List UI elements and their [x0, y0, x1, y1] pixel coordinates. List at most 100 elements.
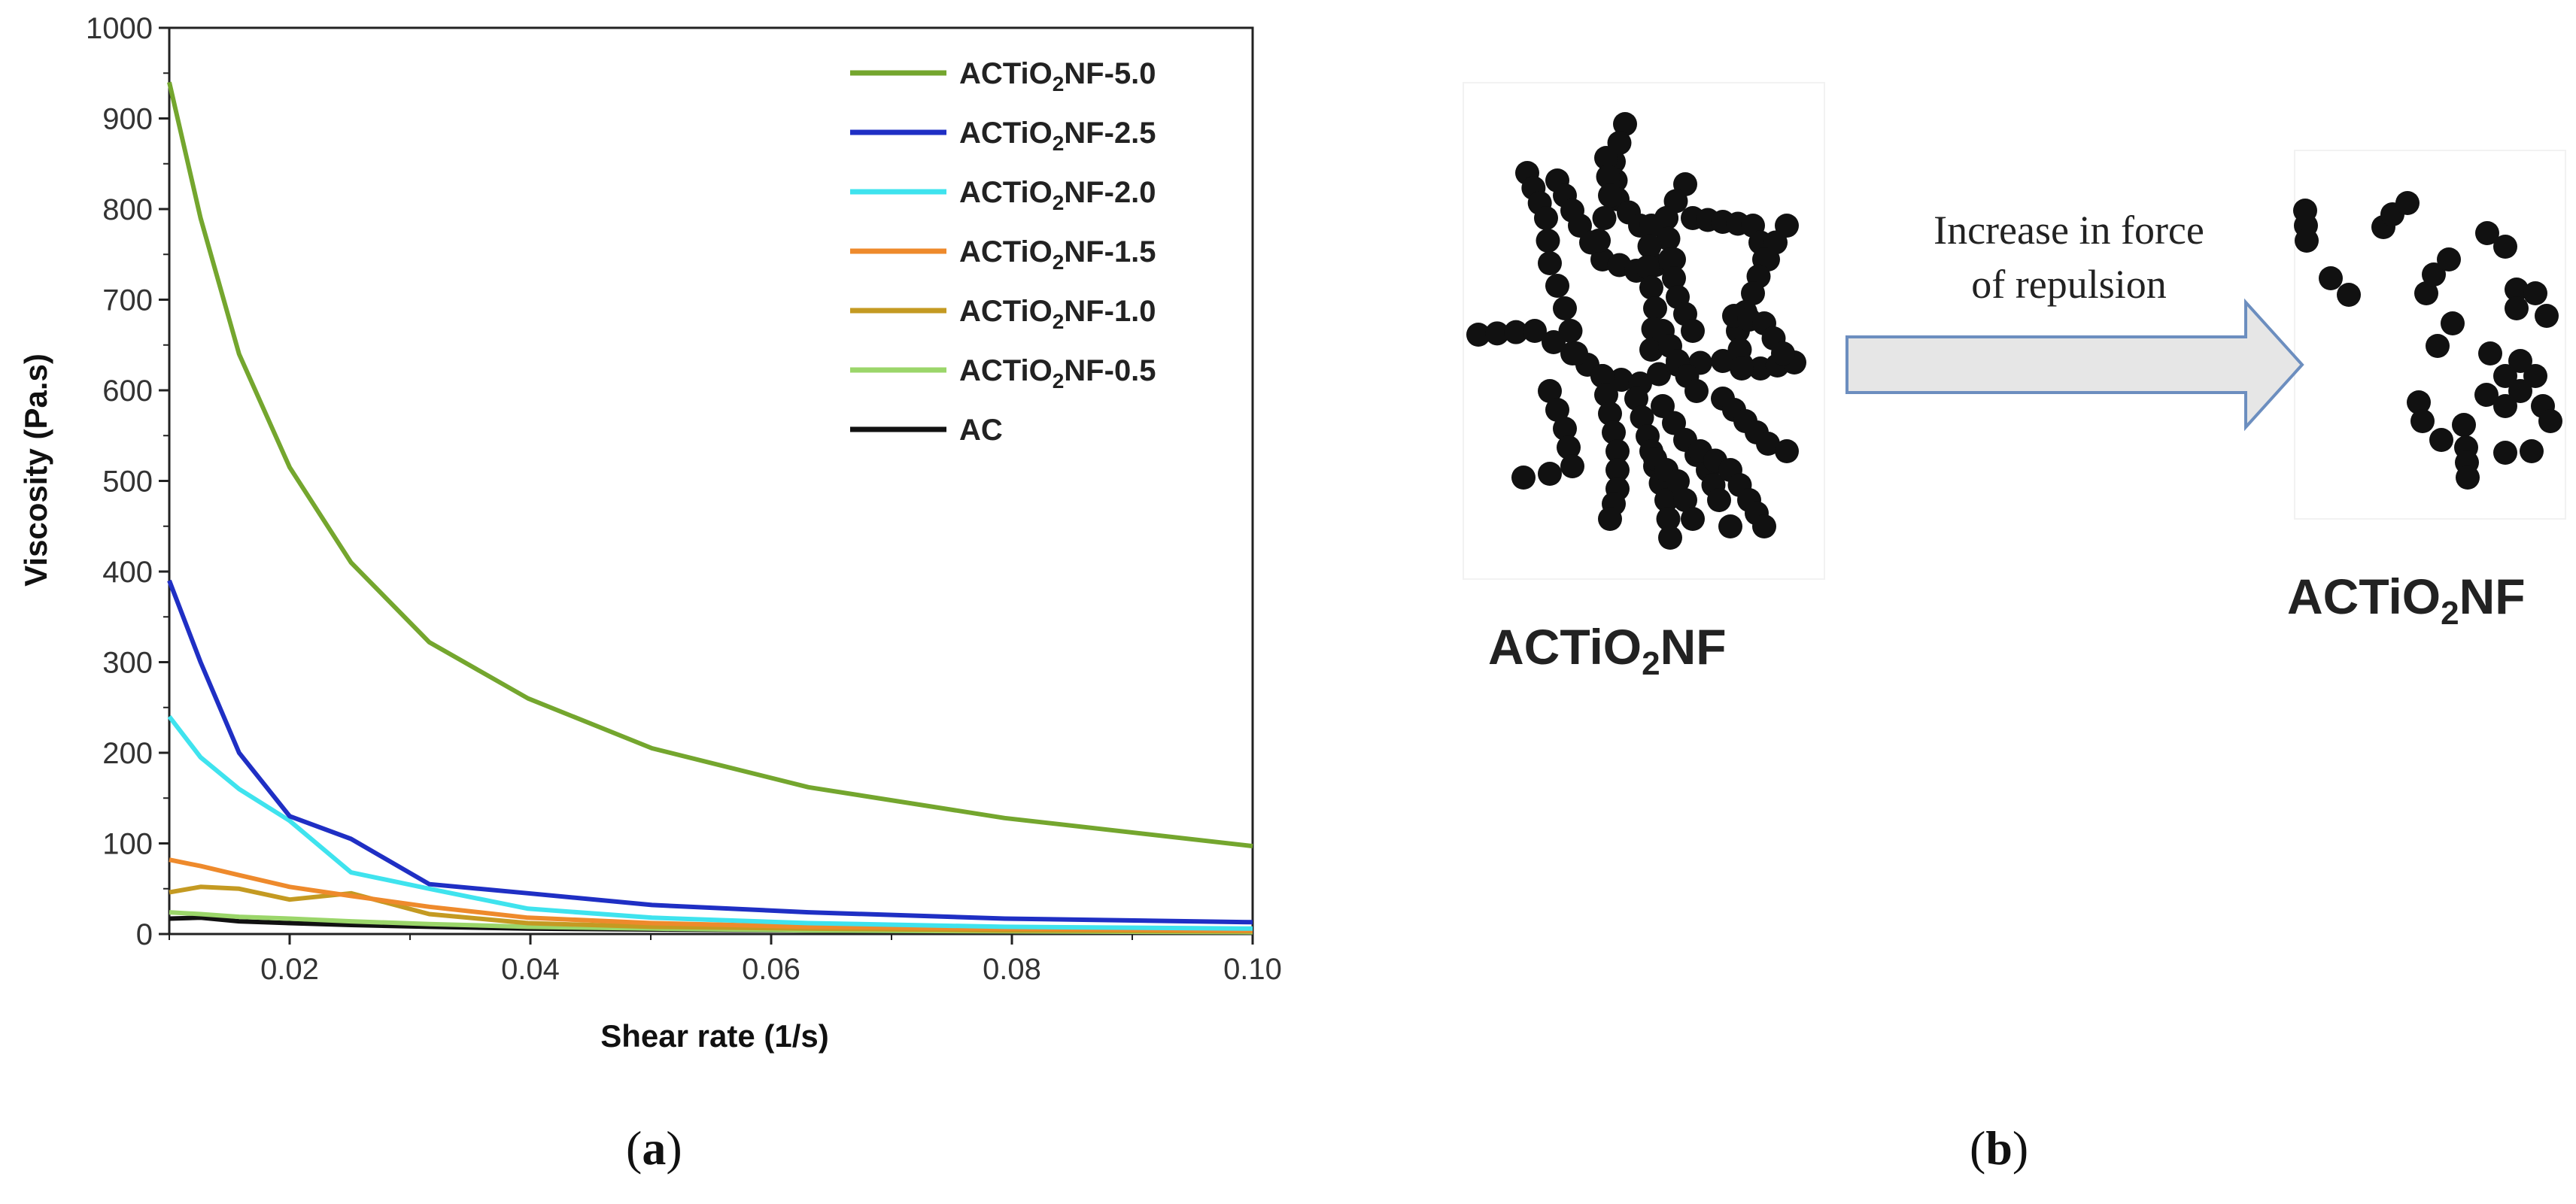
- particle: [1748, 356, 1773, 381]
- particle: [2293, 199, 2317, 223]
- particle: [1521, 176, 1546, 200]
- right-cluster-frame: [2294, 150, 2566, 520]
- panel-label-a: (a): [626, 1121, 682, 1175]
- particle: [1643, 253, 1667, 277]
- particle: [1730, 353, 1754, 377]
- particle: [1733, 300, 1757, 324]
- particle: [1605, 458, 1630, 482]
- particle: [1688, 350, 1712, 375]
- particle: [1607, 131, 1632, 155]
- particle: [1602, 492, 1626, 516]
- panel-label-b: (b): [1970, 1121, 2029, 1175]
- particle: [1485, 321, 1509, 346]
- particle: [1617, 200, 1641, 225]
- particle: [1639, 439, 1663, 463]
- series-line: [169, 857, 1253, 933]
- right-cluster-label: ACTiO2NF: [2287, 569, 2526, 632]
- particle: [1741, 281, 1765, 305]
- particle: [1598, 402, 1622, 426]
- legend-label: ACTiO2NF-1.0: [959, 295, 1156, 333]
- particle: [2337, 283, 2361, 307]
- particle: [1726, 319, 1750, 343]
- particle: [1775, 439, 1799, 463]
- particle: [1564, 341, 1588, 365]
- particle: [1662, 266, 1686, 290]
- particle: [2319, 266, 2343, 290]
- particle: [1745, 420, 1769, 444]
- particle: [1624, 259, 1648, 283]
- particle: [1651, 319, 1675, 343]
- x-tick-label: 0.04: [501, 953, 560, 986]
- particle: [1701, 473, 1726, 497]
- y-tick-label: 400: [102, 556, 153, 589]
- particle: [2422, 262, 2446, 287]
- particle: [1545, 274, 1569, 298]
- particle: [1639, 338, 1663, 362]
- legend-label: ACTiO2NF-0.5: [959, 354, 1156, 393]
- x-tick-label: 0.08: [983, 953, 1041, 986]
- particle: [1765, 353, 1790, 378]
- particle: [1673, 302, 1697, 326]
- particle: [1711, 210, 1735, 234]
- particle: [1726, 211, 1750, 236]
- particle: [1681, 206, 1705, 230]
- arrow-caption-line1: Increase in force: [1934, 208, 2204, 253]
- arrow-caption-line2: of repulsion: [1971, 262, 2167, 307]
- y-axis-title: Viscosity (Pa.s): [18, 353, 53, 587]
- particle: [2520, 439, 2544, 463]
- particle: [1545, 398, 1569, 422]
- particle: [1553, 183, 1577, 208]
- particle: [1542, 330, 1566, 354]
- plot-frame: [168, 26, 1254, 936]
- left-cluster-frame: [1463, 82, 1825, 580]
- particle: [1628, 214, 1652, 238]
- particle: [2410, 409, 2435, 433]
- particle: [1673, 428, 1697, 452]
- particle: [1718, 514, 1742, 538]
- particle: [1560, 199, 1584, 223]
- particle: [1602, 420, 1626, 444]
- y-tick-label: 500: [102, 466, 153, 499]
- particle: [1662, 247, 1686, 271]
- particle: [2538, 409, 2562, 433]
- particle: [1504, 320, 1528, 344]
- particle: [2454, 435, 2478, 459]
- x-tick-label: 0.02: [260, 953, 319, 986]
- particle: [1748, 230, 1773, 255]
- particle: [1733, 409, 1757, 433]
- particle: [1654, 206, 1678, 230]
- particle: [1666, 285, 1690, 309]
- particle: [2535, 304, 2559, 328]
- y-tick-label: 0: [136, 918, 153, 951]
- particle: [1684, 443, 1709, 467]
- particle: [1579, 230, 1603, 255]
- particle: [2371, 215, 2395, 239]
- particle: [2452, 413, 2476, 437]
- particle: [1598, 507, 1622, 531]
- particle: [2508, 379, 2532, 403]
- particle: [1560, 454, 1584, 478]
- particle: [2429, 428, 2453, 452]
- particle: [1684, 379, 1709, 403]
- particle: [1775, 214, 1799, 238]
- particle: [2493, 364, 2517, 388]
- particle: [1523, 319, 1547, 343]
- particle: [1666, 469, 1690, 493]
- particle: [1675, 364, 1700, 388]
- y-tick-label: 300: [102, 647, 153, 680]
- particle: [2441, 311, 2465, 335]
- particle: [1628, 372, 1652, 396]
- particle: [1636, 424, 1660, 448]
- y-tick-label: 200: [102, 737, 153, 770]
- series-line: [167, 81, 1253, 849]
- particle: [1560, 341, 1584, 365]
- particle: [2493, 394, 2517, 418]
- particle: [1771, 341, 1795, 365]
- particle: [1647, 362, 1671, 387]
- particle: [2523, 281, 2547, 305]
- particle: [1592, 206, 1617, 230]
- particle: [1673, 172, 1697, 196]
- particle: [2475, 221, 2499, 245]
- particle: [1782, 350, 1806, 375]
- particle: [1639, 214, 1663, 238]
